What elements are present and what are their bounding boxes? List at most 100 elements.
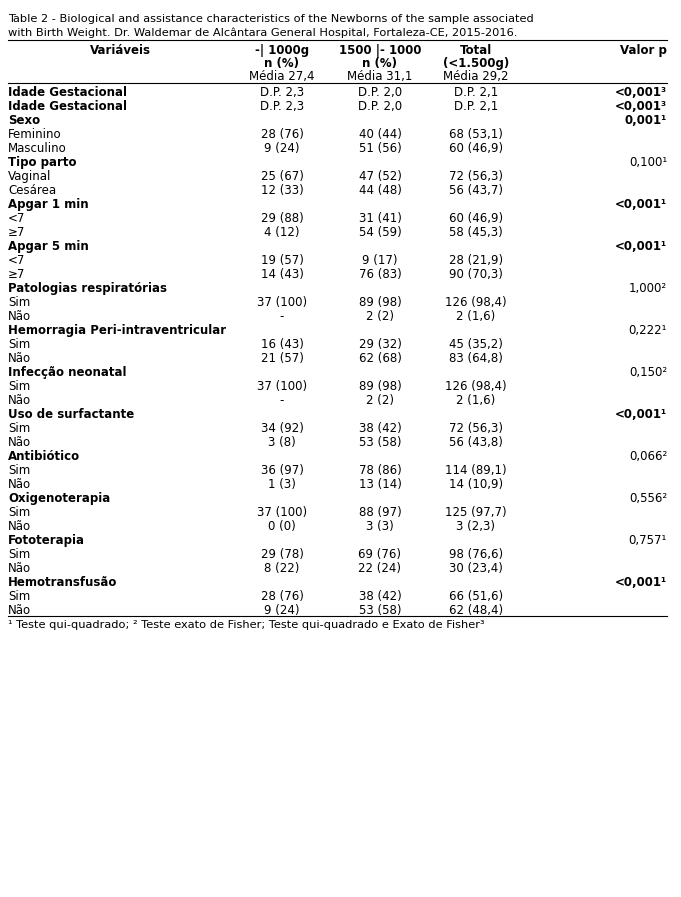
Text: 125 (97,7): 125 (97,7) [445,506,507,519]
Text: 14 (10,9): 14 (10,9) [449,478,503,491]
Text: Cesárea: Cesárea [8,184,56,197]
Text: D.P. 2,0: D.P. 2,0 [358,86,402,99]
Text: 28 (76): 28 (76) [261,590,304,603]
Text: 38 (42): 38 (42) [359,590,401,603]
Text: D.P. 2,1: D.P. 2,1 [454,86,498,99]
Text: 25 (67): 25 (67) [261,170,304,183]
Text: 34 (92): 34 (92) [261,422,304,435]
Text: 31 (41): 31 (41) [359,212,401,225]
Text: 0,757¹: 0,757¹ [629,534,667,547]
Text: Sim: Sim [8,590,30,603]
Text: 21 (57): 21 (57) [261,352,304,365]
Text: Feminino: Feminino [8,128,61,141]
Text: 40 (44): 40 (44) [359,128,401,141]
Text: Sim: Sim [8,380,30,393]
Text: Não: Não [8,478,31,491]
Text: 29 (32): 29 (32) [359,338,401,351]
Text: 29 (78): 29 (78) [261,548,304,561]
Text: Sim: Sim [8,338,30,351]
Text: with Birth Weight. Dr. Waldemar de Alcântara General Hospital, Fortaleza-CE, 201: with Birth Weight. Dr. Waldemar de Alcân… [8,27,518,38]
Text: 30 (23,4): 30 (23,4) [449,562,503,575]
Text: Idade Gestacional: Idade Gestacional [8,100,127,113]
Text: Não: Não [8,352,31,365]
Text: Hemotransfusão: Hemotransfusão [8,576,117,589]
Text: Total: Total [460,44,492,57]
Text: ≥7: ≥7 [8,268,25,281]
Text: Não: Não [8,604,31,617]
Text: 98 (76,6): 98 (76,6) [449,548,503,561]
Text: Oxigenoterapia: Oxigenoterapia [8,492,110,505]
Text: -: - [280,394,284,407]
Text: <0,001³: <0,001³ [615,100,667,113]
Text: <0,001¹: <0,001¹ [615,198,667,211]
Text: 37 (100): 37 (100) [257,506,307,519]
Text: 56 (43,8): 56 (43,8) [449,436,503,449]
Text: Tipo parto: Tipo parto [8,156,76,169]
Text: 3 (3): 3 (3) [366,520,394,533]
Text: 0,150²: 0,150² [629,366,667,379]
Text: Valor p: Valor p [620,44,667,57]
Text: -| 1000g: -| 1000g [255,44,309,57]
Text: 47 (52): 47 (52) [359,170,401,183]
Text: Não: Não [8,562,31,575]
Text: 0,222¹: 0,222¹ [629,324,667,337]
Text: ¹ Teste qui-quadrado; ² Teste exato de Fisher; Teste qui-quadrado e Exato de Fis: ¹ Teste qui-quadrado; ² Teste exato de F… [8,620,485,630]
Text: Idade Gestacional: Idade Gestacional [8,86,127,99]
Text: <0,001¹: <0,001¹ [615,408,667,421]
Text: -: - [280,310,284,323]
Text: Patologias respiratórias: Patologias respiratórias [8,282,167,295]
Text: 44 (48): 44 (48) [359,184,401,197]
Text: 0 (0): 0 (0) [268,520,296,533]
Text: 0,066²: 0,066² [629,450,667,463]
Text: 90 (70,3): 90 (70,3) [449,268,503,281]
Text: 0,556²: 0,556² [629,492,667,505]
Text: 45 (35,2): 45 (35,2) [449,338,503,351]
Text: 60 (46,9): 60 (46,9) [449,212,503,225]
Text: 89 (98): 89 (98) [359,296,401,309]
Text: D.P. 2,3: D.P. 2,3 [260,86,304,99]
Text: 9 (17): 9 (17) [362,254,398,267]
Text: Sim: Sim [8,548,30,561]
Text: <0,001¹: <0,001¹ [615,240,667,253]
Text: 9 (24): 9 (24) [264,142,300,155]
Text: 2 (2): 2 (2) [366,394,394,407]
Text: 1500 |- 1000: 1500 |- 1000 [338,44,422,57]
Text: <0,001¹: <0,001¹ [615,576,667,589]
Text: 66 (51,6): 66 (51,6) [449,590,503,603]
Text: 29 (88): 29 (88) [261,212,303,225]
Text: Média 29,2: Média 29,2 [443,70,509,83]
Text: 114 (89,1): 114 (89,1) [445,464,507,477]
Text: Sexo: Sexo [8,114,40,127]
Text: 2 (2): 2 (2) [366,310,394,323]
Text: 12 (33): 12 (33) [261,184,303,197]
Text: 4 (12): 4 (12) [264,226,300,239]
Text: 56 (43,7): 56 (43,7) [449,184,503,197]
Text: 13 (14): 13 (14) [359,478,401,491]
Text: Não: Não [8,520,31,533]
Text: 14 (43): 14 (43) [261,268,304,281]
Text: Média 31,1: Média 31,1 [347,70,413,83]
Text: 89 (98): 89 (98) [359,380,401,393]
Text: <0,001³: <0,001³ [615,86,667,99]
Text: D.P. 2,1: D.P. 2,1 [454,100,498,113]
Text: 51 (56): 51 (56) [359,142,401,155]
Text: 126 (98,4): 126 (98,4) [445,380,507,393]
Text: 8 (22): 8 (22) [264,562,300,575]
Text: Sim: Sim [8,422,30,435]
Text: 2 (1,6): 2 (1,6) [456,310,496,323]
Text: 37 (100): 37 (100) [257,380,307,393]
Text: D.P. 2,3: D.P. 2,3 [260,100,304,113]
Text: 76 (83): 76 (83) [359,268,401,281]
Text: 1 (3): 1 (3) [268,478,296,491]
Text: Uso de surfactante: Uso de surfactante [8,408,134,421]
Text: n (%): n (%) [362,57,398,70]
Text: 28 (21,9): 28 (21,9) [449,254,503,267]
Text: 2 (1,6): 2 (1,6) [456,394,496,407]
Text: 88 (97): 88 (97) [359,506,401,519]
Text: 19 (57): 19 (57) [261,254,304,267]
Text: Variáveis: Variáveis [89,44,151,57]
Text: Não: Não [8,310,31,323]
Text: Média 27,4: Média 27,4 [249,70,315,83]
Text: 62 (68): 62 (68) [359,352,401,365]
Text: 3 (8): 3 (8) [268,436,296,449]
